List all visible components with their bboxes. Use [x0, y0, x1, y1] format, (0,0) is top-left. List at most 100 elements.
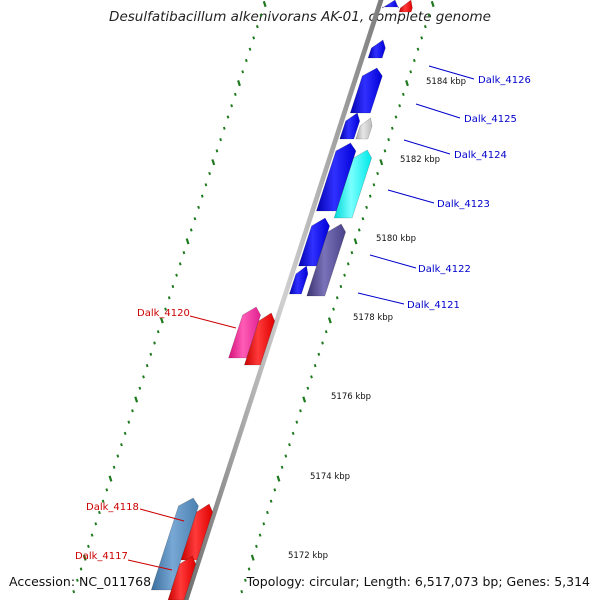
- gene-label-forward: Dalk_4117: [75, 551, 128, 562]
- gene-arrow[interactable]: [339, 112, 361, 140]
- leader-line: [415, 103, 461, 119]
- gene-arrow[interactable]: [381, 0, 400, 9]
- minor-tick: [208, 171, 211, 176]
- minor-tick: [222, 126, 226, 130]
- minor-tick: [324, 330, 328, 334]
- minor-tick: [376, 171, 379, 176]
- major-tick: [405, 80, 409, 87]
- minor-tick: [94, 522, 98, 526]
- minor-tick: [233, 92, 237, 97]
- major-tick: [185, 238, 190, 245]
- gene-arrow[interactable]: [167, 555, 197, 600]
- minor-tick: [164, 307, 167, 311]
- minor-tick: [182, 250, 186, 255]
- minor-tick: [131, 409, 134, 413]
- minor-tick: [247, 567, 251, 571]
- minor-tick: [76, 578, 79, 582]
- gene-arrow[interactable]: [367, 39, 386, 59]
- minor-tick: [90, 533, 94, 537]
- major-tick: [353, 238, 358, 245]
- minor-tick: [335, 296, 339, 300]
- accession-text: Accession: NC_011768: [9, 574, 152, 589]
- gene-label-reverse: Dalk_4125: [464, 114, 517, 125]
- gene-arrow[interactable]: [315, 142, 357, 212]
- minor-tick: [306, 386, 310, 390]
- minor-tick: [394, 115, 398, 119]
- minor-tick: [241, 70, 245, 74]
- minor-tick: [72, 589, 76, 594]
- gene-label-forward: Dalk_4118: [86, 502, 139, 513]
- minor-tick: [357, 228, 361, 232]
- minor-tick: [313, 363, 317, 368]
- minor-tick: [332, 307, 335, 311]
- minor-tick: [412, 58, 416, 63]
- minor-tick: [383, 149, 387, 153]
- leader-line: [428, 65, 475, 80]
- minor-tick: [226, 115, 230, 119]
- minor-tick: [105, 488, 109, 492]
- minor-tick: [346, 262, 350, 266]
- leader-line: [357, 292, 405, 305]
- minor-tick: [420, 36, 424, 40]
- scale-label: 5184 kbp: [426, 77, 466, 87]
- minor-tick: [258, 533, 262, 537]
- minor-tick: [167, 296, 171, 300]
- gene-arrow[interactable]: [288, 265, 309, 295]
- minor-tick: [145, 363, 149, 368]
- major-tick: [276, 475, 281, 482]
- major-tick: [82, 554, 87, 561]
- scale-label: 5174 kbp: [310, 472, 350, 482]
- minor-tick: [215, 149, 219, 153]
- label-leaders: [127, 65, 475, 571]
- scale-label: 5180 kbp: [376, 234, 416, 244]
- minor-tick: [255, 544, 258, 549]
- map-title: Desulfatibacillum alkenivorans AK-01, co…: [109, 9, 491, 25]
- minor-tick: [123, 431, 127, 436]
- gene-labels[interactable]: Dalk_4126 Dalk_4125 Dalk_4124 Dalk_4123 …: [75, 75, 531, 562]
- minor-tick: [219, 137, 223, 142]
- gene-label-reverse: Dalk_4122: [418, 264, 471, 275]
- minor-tick: [409, 70, 413, 74]
- minor-tick: [368, 194, 372, 198]
- minor-tick: [87, 544, 90, 549]
- minor-tick: [361, 217, 365, 221]
- gene-arrow[interactable]: [355, 117, 373, 140]
- scale-labels: 5184 kbp 5182 kbp 5180 kbp 5178 kbp 5176…: [288, 77, 466, 561]
- minor-tick: [112, 465, 116, 469]
- minor-tick: [401, 92, 405, 97]
- minor-tick: [288, 443, 291, 447]
- gene-arrow[interactable]: [298, 217, 330, 267]
- minor-tick: [149, 352, 153, 356]
- gene-arrow[interactable]: [349, 67, 383, 114]
- gene-features[interactable]: [150, 0, 413, 600]
- major-tick: [430, 0, 435, 8]
- leader-line: [139, 508, 185, 522]
- major-tick: [250, 554, 255, 561]
- minor-tick: [262, 522, 266, 526]
- scale-ticks: [72, 0, 435, 594]
- scale-label: 5172 kbp: [288, 551, 328, 561]
- gene-arrow[interactable]: [333, 149, 372, 219]
- major-tick: [262, 0, 267, 8]
- minor-tick: [101, 499, 105, 503]
- minor-tick: [295, 420, 299, 424]
- major-tick: [327, 317, 332, 324]
- leader-line: [127, 559, 173, 571]
- gene-label-reverse: Dalk_4123: [437, 199, 490, 210]
- minor-tick: [269, 499, 273, 503]
- minor-tick: [427, 13, 431, 17]
- minor-tick: [138, 386, 142, 390]
- gene-arrow[interactable]: [306, 223, 346, 297]
- minor-tick: [416, 47, 420, 51]
- minor-tick: [423, 24, 427, 29]
- minor-tick: [127, 420, 131, 424]
- gene-arrow[interactable]: [228, 306, 261, 359]
- minor-tick: [365, 205, 368, 210]
- gene-arrow[interactable]: [398, 0, 413, 13]
- gene-arrow[interactable]: [243, 312, 276, 366]
- major-tick: [302, 396, 307, 403]
- major-tick: [159, 317, 164, 324]
- major-tick: [211, 159, 216, 166]
- gene-arrow[interactable]: [150, 497, 199, 591]
